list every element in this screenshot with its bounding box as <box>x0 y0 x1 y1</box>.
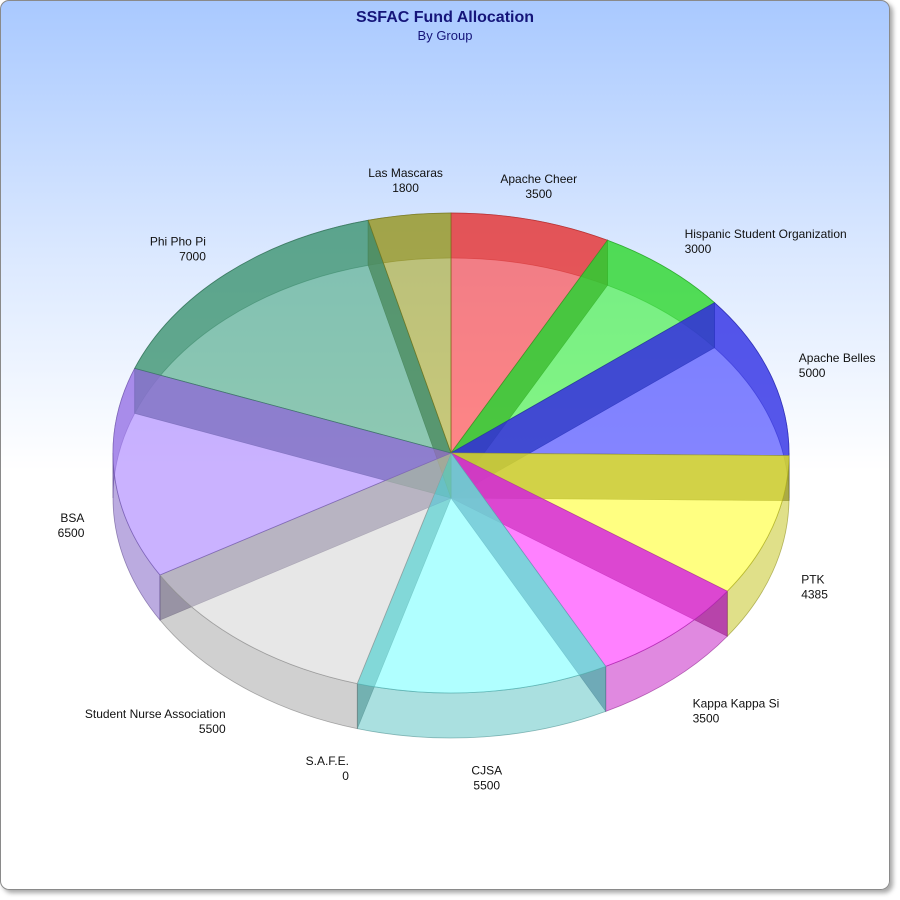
label-bsa: BSA <box>60 511 84 525</box>
slice-apache-cheer <box>450 212 609 455</box>
value-student-nurse-association: 5500 <box>199 722 226 736</box>
pie-chart: SSFAC Fund Allocation By Group Apache Ch… <box>58 9 876 793</box>
chart-subtitle: By Group <box>418 28 473 43</box>
label-apache-belles: Apache Belles <box>799 351 876 365</box>
slice-hispanic-student-organization <box>450 239 716 454</box>
slice-bsa <box>112 367 453 576</box>
value-cjsa: 5500 <box>473 779 500 793</box>
label-hispanic-student-organization: Hispanic Student Organization <box>685 227 847 241</box>
value-s-a-f-e: 0 <box>342 769 349 783</box>
label-s-a-f-e: S.A.F.E. <box>306 754 349 768</box>
slice-apache-belles <box>449 302 790 457</box>
value-kappa-kappa-si: 3500 <box>693 712 720 726</box>
value-bsa: 6500 <box>58 526 85 540</box>
value-apache-cheer: 3500 <box>525 187 552 201</box>
label-ptk: PTK <box>801 572 824 586</box>
value-las-mascaras: 1800 <box>392 181 419 195</box>
value-hispanic-student-organization: 3000 <box>685 242 712 256</box>
label-phi-pho-pi: Phi Pho Pi <box>150 235 206 249</box>
slice-kappa-kappa-si <box>450 452 728 667</box>
chart-title: SSFAC Fund Allocation <box>356 9 534 26</box>
slice-cjsa <box>356 452 607 694</box>
value-ptk: 4385 <box>801 587 828 601</box>
label-cjsa: CJSA <box>471 764 502 778</box>
pie-top-faces <box>112 212 790 694</box>
label-apache-cheer: Apache Cheer <box>500 172 577 186</box>
label-kappa-kappa-si: Kappa Kappa Si <box>693 697 780 711</box>
slice-phi-pho-pi <box>134 219 452 454</box>
slice-las-mascaras <box>367 212 452 454</box>
label-student-nurse-association: Student Nurse Association <box>85 707 226 721</box>
slice-ptk <box>450 452 790 592</box>
value-phi-pho-pi: 7000 <box>179 250 206 264</box>
label-las-mascaras: Las Mascaras <box>368 166 443 180</box>
chart-frame: SSFAC Fund Allocation By Group Apache Ch… <box>0 0 890 890</box>
slice-student-nurse-association <box>159 452 452 685</box>
value-apache-belles: 5000 <box>799 366 826 380</box>
pie-side-walls-front <box>112 452 790 739</box>
